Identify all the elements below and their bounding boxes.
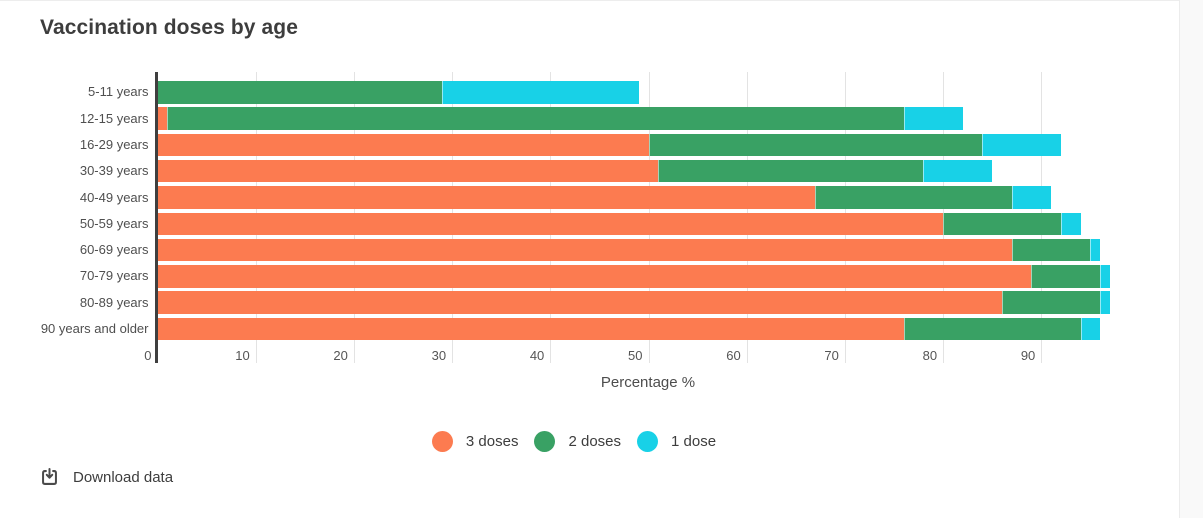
y-axis-label: 90 years and older bbox=[40, 321, 149, 336]
bar-segment-1-dose[interactable] bbox=[923, 159, 993, 183]
legend-item-2-doses[interactable]: 2 doses bbox=[534, 430, 622, 452]
x-tick-label-60: 60 bbox=[726, 348, 741, 363]
bar-segment-3-doses[interactable] bbox=[157, 133, 649, 157]
x-tick-label-40: 40 bbox=[529, 348, 545, 363]
bar-segment-2-doses[interactable] bbox=[1002, 291, 1101, 314]
bar-segment-3-doses[interactable] bbox=[157, 238, 1012, 262]
bar-segment-3-doses[interactable] bbox=[157, 317, 904, 341]
legend-item-3-doses[interactable]: 3 doses bbox=[431, 430, 519, 452]
x-tick-label-0: 0 bbox=[144, 348, 152, 363]
bar-row-90-years-and-older bbox=[157, 317, 1101, 341]
top-border bbox=[0, 0, 1203, 1]
bar-segment-2-doses[interactable] bbox=[167, 107, 904, 130]
bar-segment-2-doses[interactable] bbox=[658, 159, 924, 183]
bar-segment-1-dose[interactable] bbox=[1080, 317, 1101, 341]
bar-row-50-59-years bbox=[157, 212, 1081, 236]
bar-row-60-69-years bbox=[157, 238, 1101, 262]
bar-segment-3-doses[interactable] bbox=[157, 265, 1032, 288]
bar-segment-1-dose[interactable] bbox=[982, 133, 1061, 157]
legend-label: 3 doses bbox=[465, 432, 519, 450]
y-axis-label: 16-29 years bbox=[79, 136, 149, 152]
bar-row-5-11-years bbox=[157, 81, 639, 104]
bar-segment-2-doses[interactable] bbox=[815, 186, 1012, 209]
chart-title: Vaccination doses by age bbox=[40, 16, 298, 39]
x-tick-label-50: 50 bbox=[628, 348, 643, 363]
x-tick-label-70: 70 bbox=[824, 348, 839, 363]
bar-segment-3-doses[interactable] bbox=[157, 212, 944, 236]
bar-segment-3-doses[interactable] bbox=[157, 291, 1003, 314]
bar-row-80-89-years bbox=[157, 291, 1111, 314]
bar-segment-3-doses[interactable] bbox=[157, 107, 168, 130]
legend-swatch-icon bbox=[637, 430, 659, 452]
bar-segment-2-doses[interactable] bbox=[1011, 238, 1091, 262]
legend: 3 doses 2 doses 1 dose bbox=[0, 428, 1203, 454]
bar-segment-1-dose[interactable] bbox=[1100, 265, 1111, 288]
y-axis-label: 80-89 years bbox=[79, 294, 149, 310]
legend-swatch-icon bbox=[431, 430, 453, 452]
x-tick-label-30: 30 bbox=[431, 348, 447, 363]
legend-item-1-dose[interactable]: 1 dose bbox=[637, 430, 717, 452]
y-axis-label: 30-39 years bbox=[79, 163, 149, 179]
y-axis-label: 5-11 years bbox=[88, 84, 149, 100]
bar-segment-1-dose[interactable] bbox=[903, 107, 963, 130]
y-axis-label: 40-49 years bbox=[79, 189, 149, 205]
y-axis-label: 60-69 years bbox=[79, 242, 149, 258]
bar-segment-1-dose[interactable] bbox=[442, 81, 639, 104]
x-tick-label-10: 10 bbox=[235, 348, 250, 363]
bar-row-70-79-years bbox=[157, 265, 1111, 288]
bar-segment-1-dose[interactable] bbox=[1100, 291, 1111, 314]
bar-segment-3-doses[interactable] bbox=[157, 186, 816, 209]
x-axis-title: Percentage % bbox=[600, 374, 696, 391]
x-tick-label-20: 20 bbox=[333, 348, 348, 363]
bar-segment-2-doses[interactable] bbox=[903, 317, 1081, 341]
window-edge bbox=[1179, 0, 1203, 518]
bar-row-16-29-years bbox=[157, 133, 1061, 157]
x-tick-label-80: 80 bbox=[922, 348, 938, 363]
bar-segment-2-doses[interactable] bbox=[648, 133, 983, 157]
bar-segment-2-doses[interactable] bbox=[157, 81, 443, 104]
x-tick-label-90: 90 bbox=[1020, 348, 1036, 363]
legend-label: 2 doses bbox=[568, 432, 622, 450]
download-label: Download data bbox=[73, 469, 174, 486]
bar-row-40-49-years bbox=[157, 186, 1052, 209]
bar-segment-1-dose[interactable] bbox=[1011, 186, 1052, 209]
bar-segment-2-doses[interactable] bbox=[1031, 265, 1101, 288]
legend-label: 1 dose bbox=[671, 432, 717, 450]
y-axis-label: 70-79 years bbox=[79, 268, 149, 284]
bar-segment-1-dose[interactable] bbox=[1090, 238, 1101, 262]
bar-segment-2-doses[interactable] bbox=[943, 212, 1061, 236]
y-axis-label: 12-15 years bbox=[79, 110, 149, 126]
bar-segment-1-dose[interactable] bbox=[1060, 212, 1081, 236]
download-icon bbox=[42, 468, 57, 485]
plot-area: 0 10 20 30 40 50 60 70 80 90 5-11 years 12-15 years… bbox=[41, 72, 1140, 363]
legend-swatch-icon bbox=[534, 430, 556, 452]
y-axis-label: 50-59 years bbox=[79, 215, 149, 231]
bar-segment-3-doses[interactable] bbox=[157, 159, 659, 183]
bar-row-30-39-years bbox=[157, 159, 993, 183]
y-axis-line bbox=[155, 72, 158, 363]
bar-row-12-15-years bbox=[157, 107, 963, 130]
download-data-button[interactable]: Download data bbox=[38, 466, 175, 489]
